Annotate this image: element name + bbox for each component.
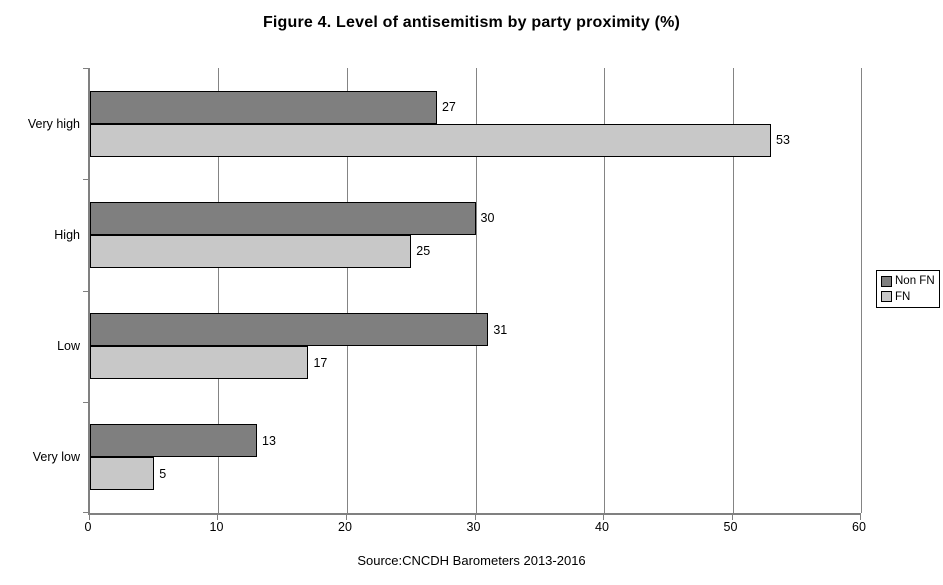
x-axis-tick-10 xyxy=(217,515,219,520)
bar-non-fn-high: 30 xyxy=(90,201,494,235)
x-tick-label-10: 10 xyxy=(209,520,224,534)
x-tick-label-50: 50 xyxy=(723,520,738,534)
plot-area: 27 53 30 25 31 17 13 5 xyxy=(83,68,862,520)
legend-swatch-fn-icon xyxy=(881,291,892,303)
legend-swatch-non-fn-icon xyxy=(881,275,892,287)
bar-row-non-fn-high: 30 xyxy=(90,201,861,235)
bar-group-very-low: 13 5 xyxy=(90,402,861,513)
y-axis-tick xyxy=(83,68,88,69)
x-tick-label-0: 0 xyxy=(84,520,92,534)
bar-value-label-fn-very-low: 5 xyxy=(159,466,167,481)
legend-item-fn: FN xyxy=(881,291,935,304)
bar-value-label-non-fn-high: 30 xyxy=(480,211,495,226)
x-axis-tick-30 xyxy=(474,515,476,520)
category-label-low: Low xyxy=(57,339,80,354)
bar-row-non-fn-very-low: 13 xyxy=(90,424,861,458)
legend: Non FN FN xyxy=(876,270,940,309)
bar-row-non-fn-low: 31 xyxy=(90,313,861,347)
y-axis-category-labels: Very high High Low Very low xyxy=(0,68,80,513)
bar-group-high: 30 25 xyxy=(90,179,861,290)
y-axis-tick xyxy=(83,401,88,403)
gridline-10 xyxy=(218,68,220,513)
bar-value-label-fn-low: 17 xyxy=(313,355,328,370)
bar-fn-high: 25 xyxy=(90,234,430,268)
source-note: Source:CNCDH Barometers 2013-2016 xyxy=(357,553,586,568)
bar-group-very-high: 27 53 xyxy=(90,68,861,179)
y-axis-tick xyxy=(83,179,88,181)
bar-row-fn-low: 17 xyxy=(90,346,861,380)
y-axis-tick xyxy=(83,512,88,513)
x-tick-label-30: 30 xyxy=(466,520,481,534)
bar-value-label-non-fn-very-low: 13 xyxy=(262,433,276,448)
category-label-high: High xyxy=(54,227,80,242)
category-label-very-high: Very high xyxy=(27,116,80,131)
bar-row-fn-high: 25 xyxy=(90,234,861,268)
legend-label-non-fn: Non FN xyxy=(895,275,935,287)
x-axis-tick-40 xyxy=(602,515,604,520)
bar-fn-low: 17 xyxy=(90,346,327,380)
bar-value-label-non-fn-very-high: 27 xyxy=(441,100,456,115)
gridline-50 xyxy=(732,68,734,513)
legend-item-non-fn: Non FN xyxy=(881,275,935,288)
gridline-40 xyxy=(603,68,605,513)
x-tick-label-40: 40 xyxy=(595,520,609,534)
bar-non-fn-very-low: 13 xyxy=(90,424,276,458)
x-axis-tick-labels: 0 10 20 30 40 50 60 xyxy=(84,520,866,536)
bar-value-label-non-fn-low: 31 xyxy=(493,322,508,337)
bar-non-fn-low: 31 xyxy=(90,313,507,347)
x-axis-tick-0 xyxy=(89,515,90,520)
bar-non-fn-very-high: 27 xyxy=(90,90,456,124)
category-label-very-low: Very low xyxy=(32,450,80,465)
legend-label-fn: FN xyxy=(895,290,911,303)
gridline-20 xyxy=(346,68,348,513)
x-axis-tick-60 xyxy=(860,515,861,520)
bar-value-label-fn-high: 25 xyxy=(416,244,431,259)
gridline-60 xyxy=(861,68,862,513)
bar-row-non-fn-very-high: 27 xyxy=(90,90,861,124)
bar-fn-very-high: 53 xyxy=(90,123,790,157)
bar-row-fn-very-low: 5 xyxy=(90,457,861,491)
x-axis-tick-20 xyxy=(345,515,347,520)
x-axis-tick-50 xyxy=(731,515,733,520)
gridline-30 xyxy=(475,68,477,513)
x-tick-label-60: 60 xyxy=(852,520,866,534)
chart-title: Figure 4. Level of antisemitism by party… xyxy=(262,14,681,31)
bar-group-low: 31 17 xyxy=(90,291,861,402)
bar-row-fn-very-high: 53 xyxy=(90,123,861,157)
y-axis-tick xyxy=(83,290,88,292)
bar-value-label-fn-very-high: 53 xyxy=(776,133,790,148)
bar-fn-very-low: 5 xyxy=(90,457,166,491)
x-tick-label-20: 20 xyxy=(338,520,352,534)
